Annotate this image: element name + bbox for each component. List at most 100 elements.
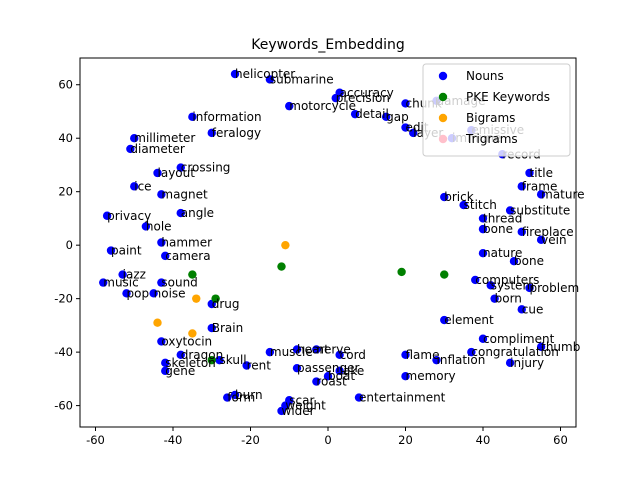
data-points [99,69,546,416]
point-nouns [176,350,185,360]
x-tick-label: 0 [324,433,331,447]
point-nouns [486,281,495,290]
point-nouns [478,224,488,234]
point-nouns [335,350,344,360]
point-nouns [401,371,410,381]
point-nouns [312,345,321,354]
point-nouns [157,337,166,346]
point-nouns [126,144,135,154]
point-label: element [444,313,494,327]
point-nouns [471,275,480,285]
legend: Nouns PKE Keywords Bigrams Trigrams [422,63,571,157]
y-tick-label: -60 [54,399,73,413]
point-nouns [440,192,449,202]
point-label: submarine [270,72,334,86]
point-nouns [517,182,526,191]
point-label: motorcycle [289,99,356,113]
point-nouns [525,283,534,293]
point-label: burn [235,388,263,402]
point-nouns [157,278,166,287]
point-label: passenger [297,361,359,375]
point-label: magnet [161,187,208,201]
point-nouns [122,289,131,298]
x-tick-label: -40 [164,433,183,447]
point-nouns [440,315,449,325]
point-label: computers [475,273,539,287]
point-label: compliment [483,332,555,346]
point-label: privacy [107,209,151,223]
point-nouns [490,294,499,303]
point-nouns [265,347,275,357]
point-nouns [161,251,170,261]
point-nouns [118,270,127,279]
point-label: skull [220,353,247,367]
point-nouns [536,342,546,351]
point-pke-keywords [397,267,406,277]
point-nouns [285,101,294,111]
point-nouns [215,355,224,365]
point-label: camera [165,249,210,263]
point-nouns [230,69,240,79]
point-pke-keywords [277,262,286,271]
y-axis: -60 -40 -20 0 20 40 60 [54,78,80,413]
point-label: memory [406,369,456,383]
point-label: brick [444,190,473,204]
point-label: information [192,110,261,124]
point-nouns [188,112,197,122]
point-nouns [130,182,139,191]
point-nouns [223,393,232,402]
x-tick-label: 20 [398,433,413,447]
point-label: roast [316,375,347,389]
point-label: hammer [161,236,212,250]
point-label: vein [541,233,566,247]
point-label: muscle [270,345,313,359]
point-label: detail [355,107,389,121]
point-nouns [161,366,170,376]
point-nouns [432,355,441,365]
point-nouns [242,361,251,370]
point-bigrams [153,318,162,327]
point-label: boat [328,369,355,383]
point-nouns [459,200,468,210]
point-label: cue [522,302,544,316]
point-label: jazz [122,268,146,282]
point-nouns [207,323,216,333]
point-nouns [323,371,333,381]
point-pke-keywords [440,270,449,279]
legend-marker [438,92,448,102]
point-label: rent [247,359,272,373]
point-nouns [517,227,526,237]
point-nouns [292,363,302,373]
point-nouns [153,168,162,178]
point-label: angle [181,206,214,220]
point-label: millimeter [134,131,195,145]
point-pke-keywords [207,355,216,365]
legend-label: Bigrams [466,111,515,125]
point-label: nature [483,246,522,260]
point-nouns [277,406,286,416]
point-label: Brain [212,321,243,335]
point-nouns [509,257,519,266]
point-label: entertainment [359,391,446,405]
point-nouns [536,235,546,245]
point-label: thumb [541,340,580,354]
point-nouns [401,123,410,132]
point-nouns [505,358,515,368]
point-label: bone [514,254,544,268]
point-nouns [141,222,151,231]
point-label: weight [285,399,326,413]
point-nouns [106,246,116,255]
point-nouns [149,289,158,298]
point-label: injury [510,356,544,370]
point-label: pop [127,286,150,300]
x-axis: -60 -40 -20 0 20 40 60 [86,427,568,447]
point-nouns [381,112,391,122]
point-nouns [161,358,170,368]
point-label: problem [530,281,580,295]
point-label: helicopter [235,67,295,81]
point-label: substitute [510,203,570,217]
point-nouns [157,190,166,199]
point-nouns [478,214,488,223]
point-nouns [401,99,410,108]
